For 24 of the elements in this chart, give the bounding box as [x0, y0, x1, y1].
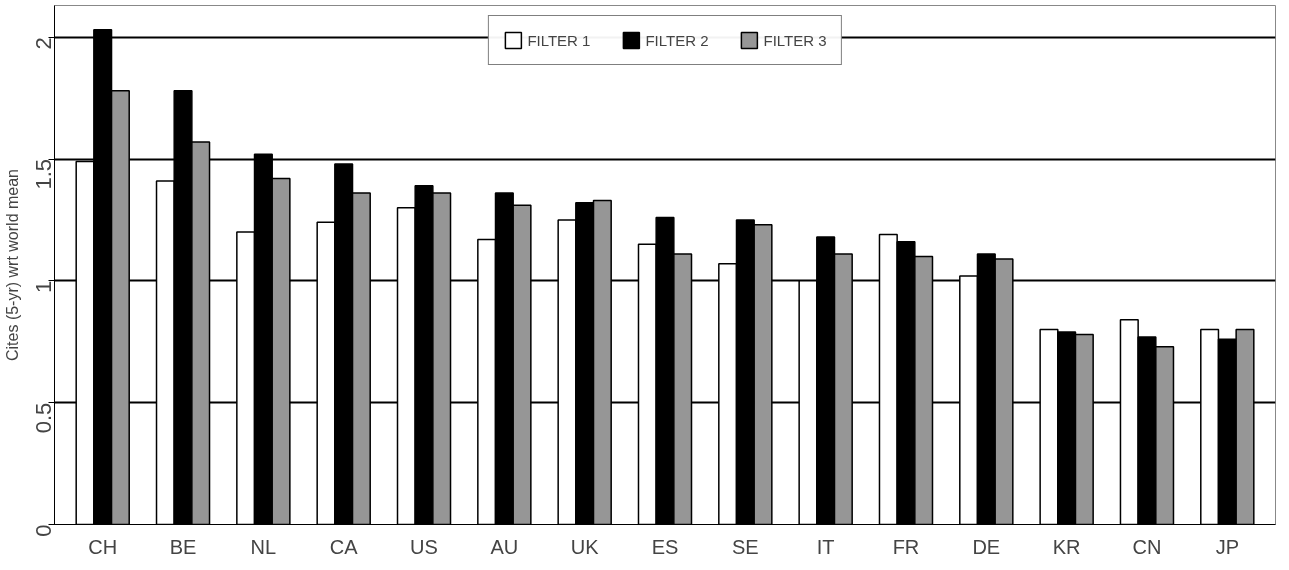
x-tick-label: CH	[88, 535, 118, 558]
x-tick-label: DE	[972, 535, 1001, 558]
legend-label: FILTER 3	[763, 31, 827, 49]
x-tick-label: CA	[329, 535, 359, 558]
legend-label: FILTER 2	[645, 31, 709, 49]
x-tick-label: SE	[731, 535, 759, 558]
y-tick-label: 2	[31, 37, 56, 50]
x-tick-label: FR	[892, 535, 920, 558]
y-tick-label: 1	[31, 280, 56, 294]
x-tick-label: CN	[1132, 535, 1162, 558]
x-tick-label: UK	[570, 535, 600, 558]
y-tick-label: 1.5	[31, 159, 56, 190]
y-tick-label: 0	[31, 524, 56, 537]
x-tick-label: US	[410, 535, 438, 558]
x-tick-label: JP	[1215, 535, 1239, 558]
y-tick-label: 0.5	[31, 402, 56, 434]
x-tick-label: IT	[816, 535, 835, 558]
y-axis-title: Cites (5-yr) wrt world mean	[3, 168, 21, 362]
x-tick-label: AU	[490, 535, 519, 558]
legend-label: FILTER 1	[527, 31, 591, 49]
x-tick-label: BE	[169, 535, 197, 558]
x-tick-label: KR	[1052, 535, 1081, 558]
x-tick-label: ES	[651, 535, 679, 558]
x-tick-label: NL	[250, 535, 277, 558]
